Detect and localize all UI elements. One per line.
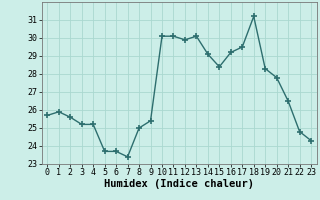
- X-axis label: Humidex (Indice chaleur): Humidex (Indice chaleur): [104, 179, 254, 189]
